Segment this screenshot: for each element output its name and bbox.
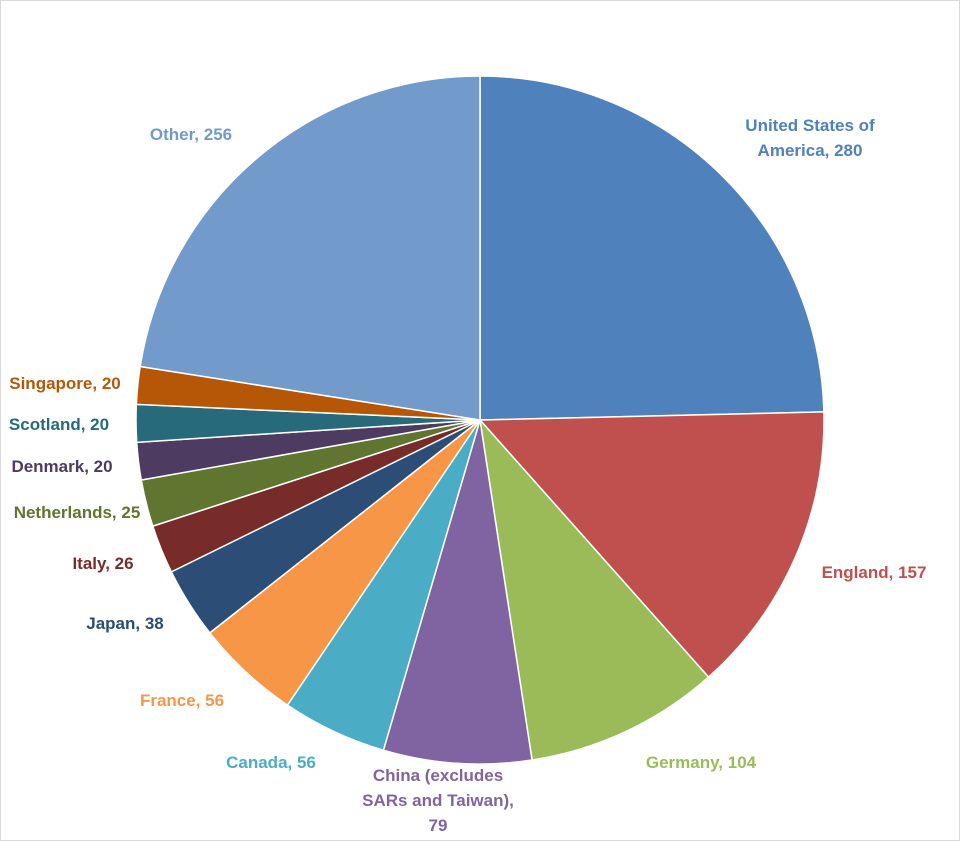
data-label-england: England, 157 xyxy=(822,563,927,582)
pie-slice-other xyxy=(139,75,481,421)
data-label-china-excludes-sars-and-taiwan: China (excludes SARs and Taiwan), 79 xyxy=(362,766,514,835)
data-label-italy: Italy, 26 xyxy=(72,554,133,573)
data-label-germany: Germany, 104 xyxy=(646,753,757,772)
data-label-france: France, 56 xyxy=(140,691,224,710)
data-label-japan: Japan, 38 xyxy=(86,614,164,633)
data-label-netherlands: Netherlands, 25 xyxy=(14,503,141,522)
data-label-other: Other, 256 xyxy=(150,125,232,144)
data-label-denmark: Denmark, 20 xyxy=(11,457,112,476)
pie-slice-england xyxy=(478,411,825,679)
pie-slice-united-states-of-america xyxy=(479,75,825,421)
data-label-canada: Canada, 56 xyxy=(226,753,316,772)
data-label-scotland: Scotland, 20 xyxy=(9,415,109,434)
data-label-singapore: Singapore, 20 xyxy=(9,374,120,393)
data-label-united-states-of-america: United States of America, 280 xyxy=(745,116,875,160)
pie-slice-china-excludes-sars-and-taiwan xyxy=(382,419,533,765)
pie-slice-germany xyxy=(478,417,710,761)
